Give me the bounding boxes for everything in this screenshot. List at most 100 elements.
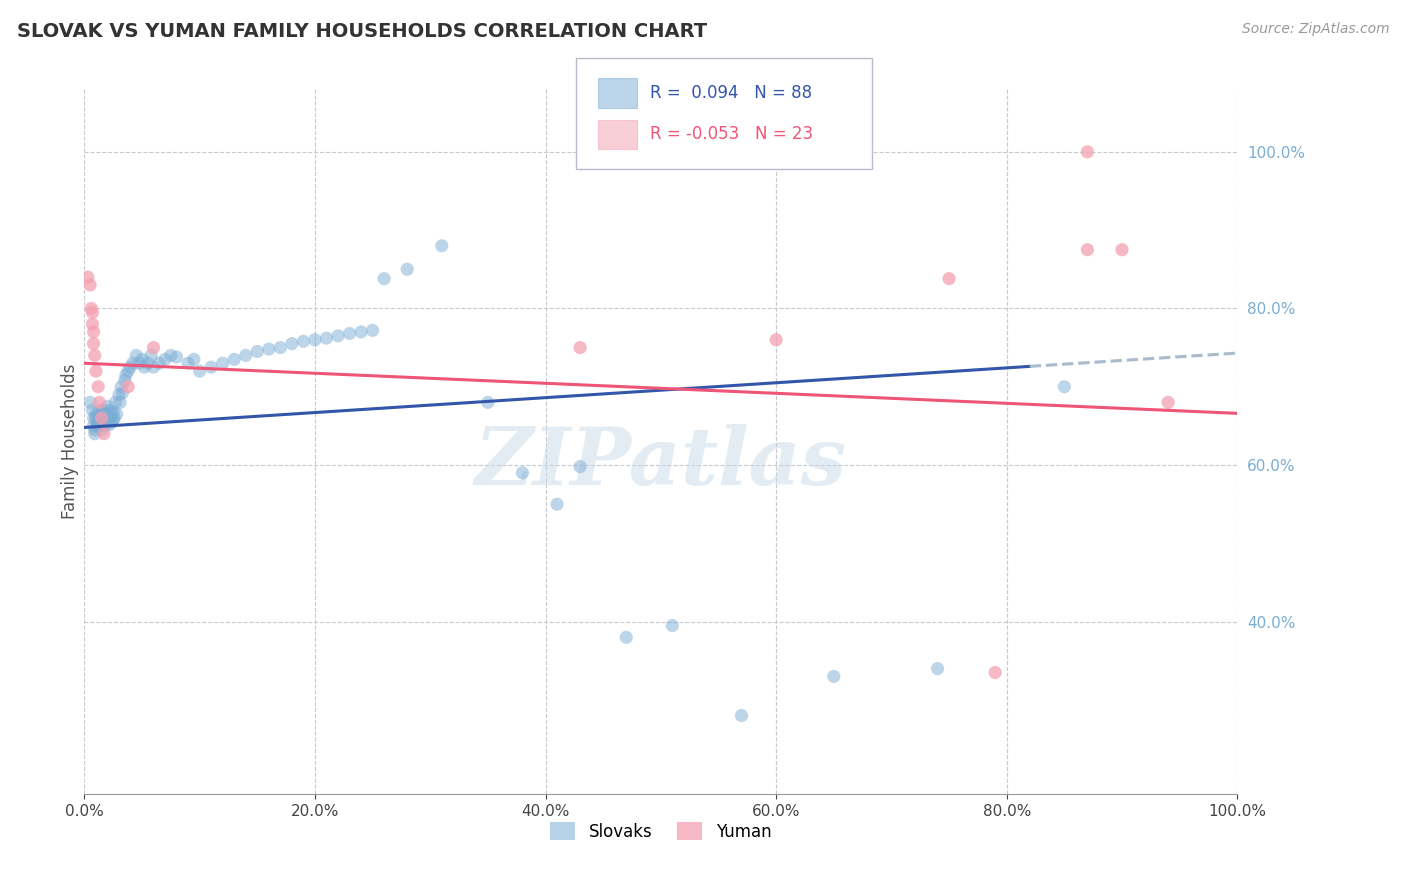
Point: [128, 356, 150, 370]
Point: [83, 336, 105, 351]
Point: [103, 412, 124, 426]
Point: [80, 301, 103, 316]
Point: [125, 348, 148, 362]
Point: [1076, 145, 1098, 159]
Text: SLOVAK VS YUMAN FAMILY HOUSEHOLDS CORRELATION CHART: SLOVAK VS YUMAN FAMILY HOUSEHOLDS CORREL…: [17, 22, 707, 41]
Point: [569, 341, 592, 355]
Point: [235, 348, 257, 362]
Point: [326, 329, 349, 343]
Point: [257, 342, 280, 356]
Point: [79, 277, 101, 292]
Point: [94, 418, 117, 433]
Point: [83, 426, 105, 441]
Point: [108, 387, 131, 401]
Point: [86, 415, 108, 429]
Point: [82, 403, 104, 417]
Point: [765, 333, 787, 347]
Point: [76, 270, 98, 285]
Point: [87, 380, 110, 394]
Point: [477, 395, 499, 409]
Point: [97, 412, 120, 426]
Point: [83, 411, 105, 425]
Point: [103, 405, 124, 419]
Point: [134, 360, 156, 375]
Point: [89, 395, 111, 409]
Point: [114, 374, 136, 388]
Point: [281, 336, 304, 351]
Point: [115, 368, 138, 382]
Point: [148, 356, 170, 370]
Point: [105, 407, 128, 421]
Point: [183, 352, 205, 367]
Point: [90, 411, 112, 425]
Point: [1053, 380, 1076, 394]
Point: [339, 326, 361, 341]
Point: [89, 418, 111, 433]
Point: [83, 418, 105, 433]
Point: [188, 364, 211, 378]
Point: [108, 395, 131, 409]
Point: [823, 669, 845, 683]
Text: Source: ZipAtlas.com: Source: ZipAtlas.com: [1241, 22, 1389, 37]
Point: [350, 325, 373, 339]
Point: [98, 411, 121, 425]
Point: [614, 630, 637, 644]
Point: [292, 334, 315, 349]
Point: [142, 360, 165, 375]
Point: [87, 411, 110, 425]
Point: [142, 341, 165, 355]
Point: [361, 323, 384, 337]
Point: [83, 325, 105, 339]
Point: [98, 417, 121, 432]
Point: [1076, 243, 1098, 257]
Point: [304, 333, 326, 347]
Point: [91, 403, 114, 417]
Point: [141, 348, 163, 362]
Point: [90, 411, 112, 425]
Point: [373, 271, 395, 285]
Point: [89, 415, 111, 429]
Text: R =  0.094   N = 88: R = 0.094 N = 88: [650, 84, 811, 102]
Point: [84, 364, 107, 378]
Point: [79, 395, 101, 409]
Point: [89, 403, 111, 417]
Point: [94, 411, 117, 425]
Point: [101, 415, 124, 429]
Point: [93, 407, 115, 421]
Point: [396, 262, 419, 277]
Point: [100, 405, 122, 419]
Point: [246, 344, 269, 359]
Point: [96, 400, 118, 414]
Point: [90, 423, 112, 437]
Point: [83, 348, 105, 362]
Point: [430, 239, 453, 253]
Point: [269, 341, 291, 355]
Point: [177, 356, 200, 370]
Point: [730, 708, 752, 723]
Point: [96, 407, 118, 421]
Point: [90, 407, 112, 421]
Point: [153, 352, 176, 367]
Point: [83, 423, 105, 437]
Point: [1157, 395, 1180, 409]
Point: [136, 356, 159, 370]
Point: [84, 411, 107, 425]
Point: [131, 352, 153, 367]
Point: [96, 411, 118, 425]
Point: [569, 459, 592, 474]
Point: [84, 407, 107, 421]
Point: [315, 331, 337, 345]
Point: [200, 360, 222, 375]
Point: [89, 411, 111, 425]
Point: [1111, 243, 1133, 257]
Point: [121, 356, 143, 370]
Point: [927, 662, 949, 676]
Point: [86, 418, 108, 433]
Point: [87, 418, 110, 433]
Point: [160, 348, 183, 362]
Point: [103, 411, 125, 425]
Point: [117, 364, 139, 378]
Point: [120, 360, 142, 375]
Point: [166, 350, 188, 364]
Point: [104, 395, 127, 409]
